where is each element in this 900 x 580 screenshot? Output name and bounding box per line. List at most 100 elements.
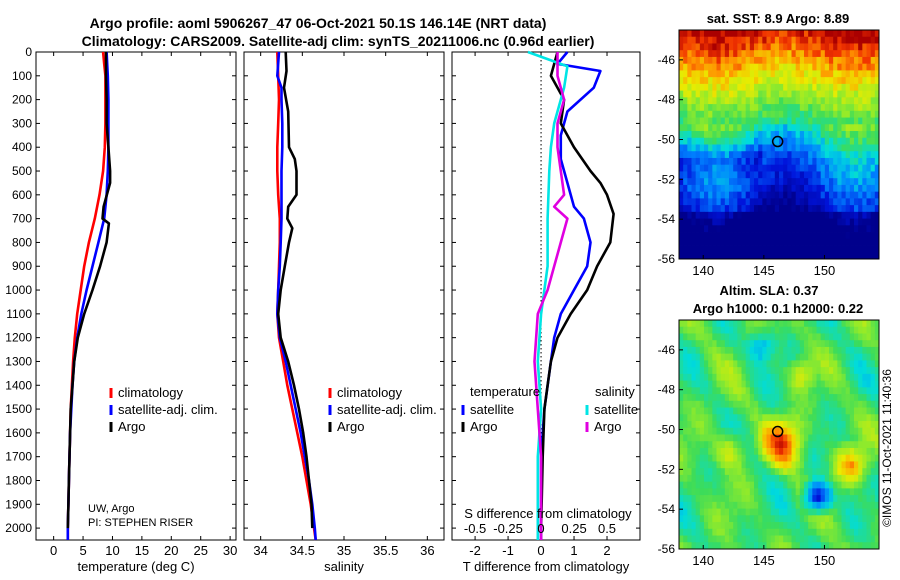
- map-cell: [704, 394, 709, 402]
- map-cell: [858, 137, 863, 145]
- map-cell: [820, 454, 826, 462]
- map-cell: [754, 151, 759, 159]
- map-cell: [766, 50, 772, 58]
- map-cell: [841, 184, 847, 193]
- map-cell: [749, 191, 755, 199]
- map-cell: [862, 238, 867, 246]
- map-cell: [845, 90, 851, 98]
- map-cell: [699, 340, 705, 348]
- map-cell: [799, 36, 805, 44]
- map-cell: [854, 238, 859, 246]
- map-cell: [766, 151, 772, 159]
- map-cell: [874, 198, 880, 206]
- map-cell: [766, 542, 772, 550]
- map-cell: [745, 211, 751, 219]
- map-cell: [795, 144, 801, 152]
- map-cell: [791, 387, 797, 395]
- map-cell: [783, 245, 788, 253]
- map-cell: [720, 407, 726, 415]
- map-cell: [741, 131, 747, 139]
- map-cell: [737, 232, 742, 240]
- map-cell: [729, 535, 734, 543]
- map-cell: [745, 43, 751, 51]
- map-cell: [754, 542, 759, 550]
- map-y-tick-label: -52: [658, 172, 676, 186]
- map-cell: [858, 367, 863, 375]
- map-cell: [729, 232, 734, 240]
- map-cell: [687, 83, 692, 92]
- map-cell: [774, 104, 780, 112]
- map-cell: [774, 205, 780, 213]
- map-cell: [754, 414, 759, 422]
- map-cell: [854, 515, 859, 523]
- map-cell: [812, 218, 817, 226]
- map-cell: [699, 333, 705, 341]
- map-cell: [866, 218, 872, 226]
- map-cell: [816, 151, 822, 159]
- map-cell: [787, 441, 792, 449]
- map-cell: [745, 171, 751, 179]
- map-cell: [824, 104, 830, 112]
- map-cell: [724, 218, 730, 226]
- map-cell: [770, 104, 776, 112]
- map-cell: [812, 110, 817, 118]
- map-cell: [824, 373, 830, 382]
- map-cell: [874, 320, 880, 328]
- map-cell: [854, 542, 859, 550]
- map-cell: [837, 218, 842, 226]
- x-tick-label: 1: [570, 543, 577, 558]
- map-cell: [687, 171, 692, 179]
- y-tick-label: 1300: [5, 354, 32, 368]
- map-cell: [741, 124, 747, 132]
- map-cell: [749, 198, 755, 206]
- map-cell: [733, 70, 738, 78]
- map-cell: [862, 104, 867, 112]
- map-cell: [808, 137, 813, 145]
- map-cell: [762, 474, 767, 483]
- map-cell: [804, 30, 809, 38]
- map-cell: [716, 164, 722, 172]
- map-cell: [837, 367, 842, 375]
- map-cell: [829, 70, 834, 78]
- map-cell: [849, 56, 855, 65]
- map-cell: [783, 104, 788, 112]
- map-cell: [708, 353, 713, 361]
- map-cell: [683, 542, 688, 550]
- map-cell: [783, 454, 788, 462]
- map-cell: [762, 326, 767, 334]
- map-cell: [745, 30, 751, 38]
- map-cell: [737, 211, 742, 219]
- map-cell: [787, 447, 792, 456]
- map-cell: [741, 360, 747, 368]
- map-cell: [716, 211, 722, 219]
- map-cell: [716, 427, 722, 435]
- map-cell: [745, 191, 751, 199]
- map-cell: [833, 184, 838, 193]
- map-cell: [849, 441, 855, 449]
- map-cell: [849, 218, 855, 226]
- map-cell: [837, 373, 842, 382]
- map-cell: [858, 387, 863, 395]
- map-cell: [729, 346, 734, 355]
- map-cell: [858, 178, 863, 186]
- map-cell: [854, 407, 859, 415]
- map-cell: [699, 144, 705, 152]
- map-cell: [733, 427, 738, 435]
- map-cell: [687, 198, 692, 206]
- map-cell: [695, 387, 701, 395]
- map-cell: [779, 360, 784, 368]
- map-cell: [741, 495, 747, 503]
- map-cell: [799, 414, 805, 422]
- map-cell: [795, 434, 801, 442]
- map-cell: [791, 380, 797, 388]
- map-cell: [841, 144, 847, 152]
- map-cell: [733, 488, 738, 496]
- map-cell: [837, 488, 842, 496]
- map-cell: [795, 50, 801, 58]
- map-cell: [808, 151, 813, 159]
- map-cell: [858, 481, 863, 489]
- map-cell: [770, 454, 776, 462]
- map-cell: [787, 124, 792, 132]
- map-cell: [712, 400, 717, 408]
- map-cell: [770, 495, 776, 503]
